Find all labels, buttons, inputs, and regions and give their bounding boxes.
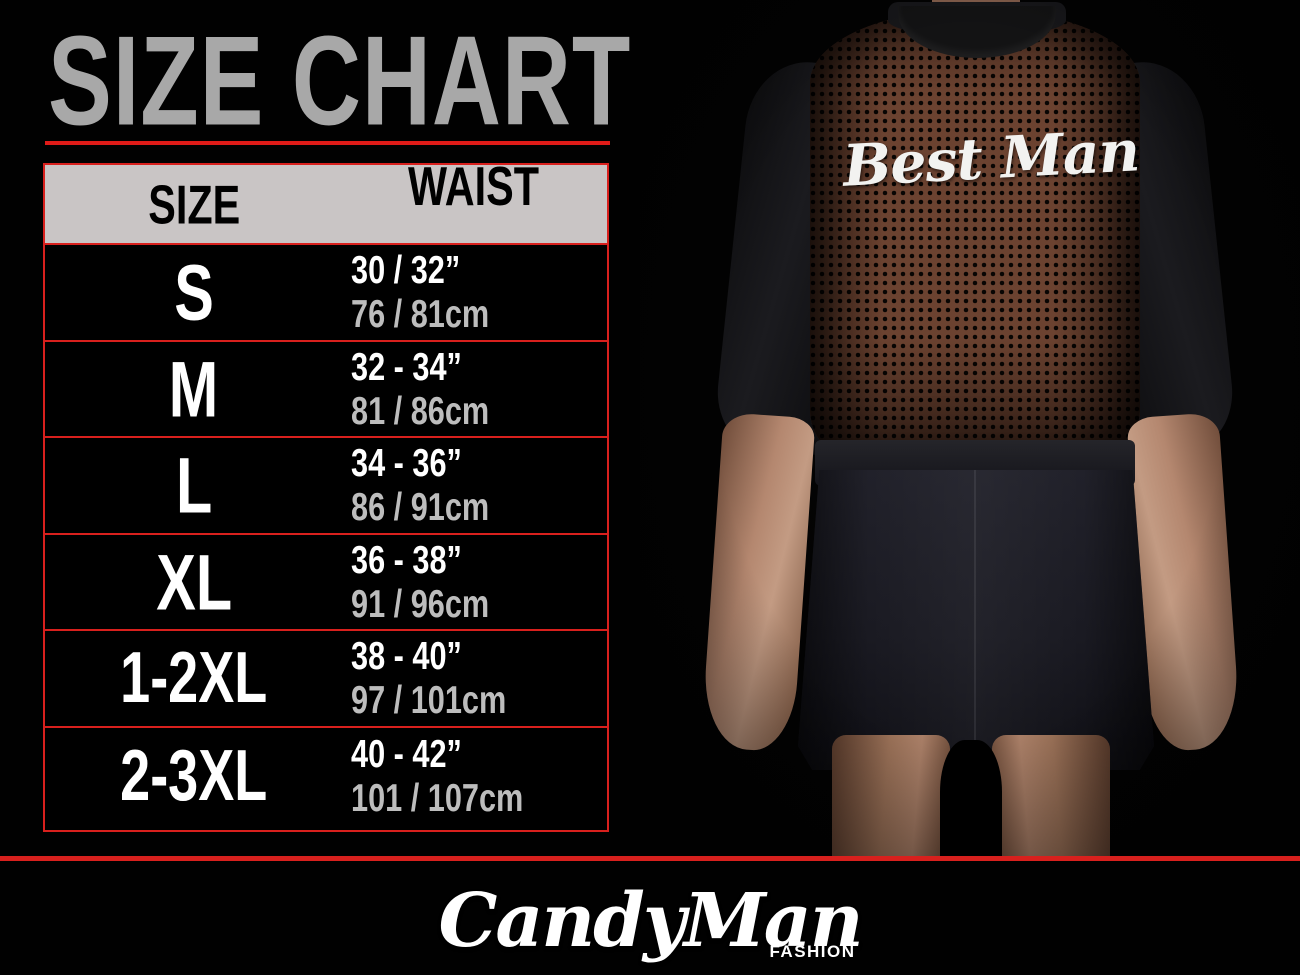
brand-tagline: FASHION bbox=[769, 941, 856, 961]
model-leg-gap-shadow bbox=[940, 740, 1002, 856]
waist-centimeters: 101 / 107cm bbox=[350, 775, 524, 819]
cell-size: 1-2XL bbox=[45, 631, 343, 726]
waist-inches: 36 - 38” bbox=[350, 537, 462, 581]
cell-waist: 38 - 40” 97 / 101cm bbox=[343, 631, 607, 726]
cell-size: M bbox=[45, 342, 343, 437]
waist-centimeters: 86 / 91cm bbox=[350, 484, 490, 529]
cell-waist: 36 - 38” 91 / 96cm bbox=[343, 535, 607, 630]
waist-centimeters: 81 / 86cm bbox=[350, 388, 490, 432]
waist-centimeters: 91 / 96cm bbox=[350, 581, 490, 625]
cell-size: L bbox=[45, 438, 343, 533]
page-title: SIZE CHART bbox=[48, 19, 630, 146]
table-row: 2-3XL 40 - 42” 101 / 107cm bbox=[45, 728, 607, 825]
footer-divider-rule bbox=[0, 856, 1300, 861]
header-label-waist: WAIST bbox=[407, 155, 539, 217]
size-value: S bbox=[174, 247, 214, 337]
garment-skirt bbox=[798, 470, 1154, 770]
table-header-row: SIZE WAIST bbox=[45, 159, 607, 245]
page-title-text: SIZE CHART bbox=[48, 11, 632, 153]
waist-centimeters: 76 / 81cm bbox=[350, 291, 490, 336]
waist-inches: 32 - 34” bbox=[350, 344, 462, 388]
cell-waist: 40 - 42” 101 / 107cm bbox=[343, 728, 607, 825]
size-chart-table: SIZE WAIST S 30 / 32” 76 / 81cm M 32 - 3… bbox=[43, 159, 609, 832]
size-value: XL bbox=[155, 537, 232, 627]
brand-logo-inner: CandyMan FASHION bbox=[438, 882, 863, 961]
header-cell-waist: WAIST bbox=[343, 159, 607, 243]
garment-skirt-seam bbox=[974, 470, 976, 762]
cell-size: 2-3XL bbox=[45, 728, 343, 825]
cell-waist: 30 / 32” 76 / 81cm bbox=[343, 245, 607, 340]
cell-size: XL bbox=[45, 535, 343, 630]
cell-size: S bbox=[45, 245, 343, 340]
model-leg-left bbox=[832, 735, 950, 856]
size-value: 2-3XL bbox=[120, 734, 268, 816]
table-row: S 30 / 32” 76 / 81cm bbox=[45, 245, 607, 342]
cell-waist: 32 - 34” 81 / 86cm bbox=[343, 342, 607, 437]
header-cell-size: SIZE bbox=[45, 165, 343, 243]
table-row: 1-2XL 38 - 40” 97 / 101cm bbox=[45, 631, 607, 728]
size-value: M bbox=[169, 344, 219, 434]
size-value: 1-2XL bbox=[120, 637, 268, 718]
waist-centimeters: 97 / 101cm bbox=[350, 677, 507, 722]
model-leg-right bbox=[992, 735, 1110, 856]
header-label-size: SIZE bbox=[147, 173, 240, 235]
table-row: M 32 - 34” 81 / 86cm bbox=[45, 342, 607, 438]
waist-inches: 40 - 42” bbox=[350, 731, 462, 775]
waist-inches: 30 / 32” bbox=[350, 247, 461, 292]
title-underline-rule bbox=[45, 141, 610, 145]
waist-inches: 34 - 36” bbox=[350, 440, 462, 485]
brand-name: CandyMan bbox=[438, 877, 863, 964]
cell-waist: 34 - 36” 86 / 91cm bbox=[343, 438, 607, 533]
product-photo: Best Man bbox=[640, 0, 1300, 856]
garment-mesh-shading bbox=[810, 10, 1140, 465]
size-value: L bbox=[175, 440, 213, 530]
brand-logo: CandyMan FASHION bbox=[0, 866, 1300, 975]
waist-inches: 38 - 40” bbox=[350, 633, 462, 678]
table-row: L 34 - 36” 86 / 91cm bbox=[45, 438, 607, 535]
table-row: XL 36 - 38” 91 / 96cm bbox=[45, 535, 607, 631]
